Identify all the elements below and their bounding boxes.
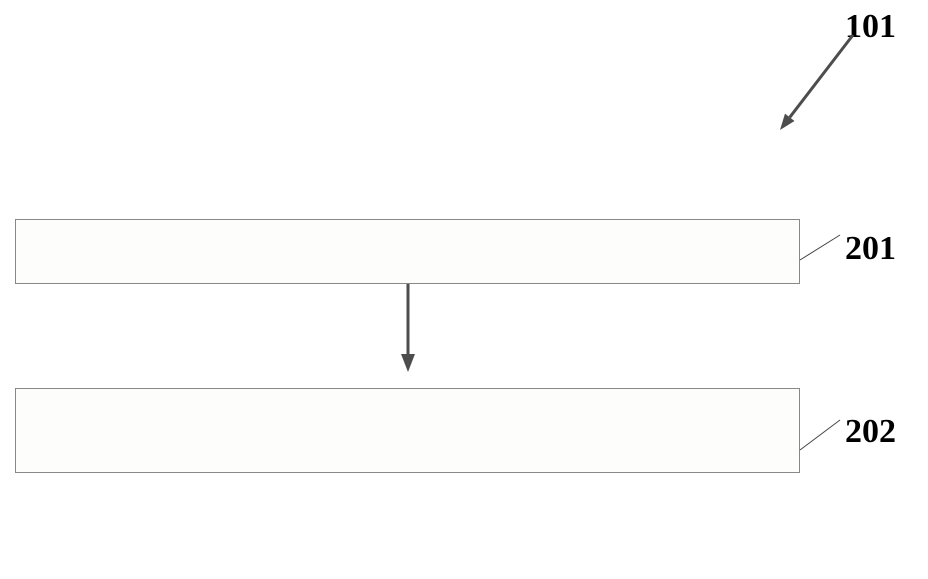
flow-step-box-202 (15, 388, 800, 473)
pointer-arrow-101 (780, 35, 853, 130)
reference-label-201: 201 (845, 232, 896, 266)
reference-label-202: 202 (845, 415, 896, 449)
flow-arrow (401, 284, 415, 372)
diagram-overlay (0, 0, 928, 579)
flow-step-box-201 (15, 219, 800, 284)
reference-label-101: 101 (845, 10, 896, 44)
leader-line-201 (800, 235, 840, 260)
leader-line-202 (800, 420, 840, 450)
